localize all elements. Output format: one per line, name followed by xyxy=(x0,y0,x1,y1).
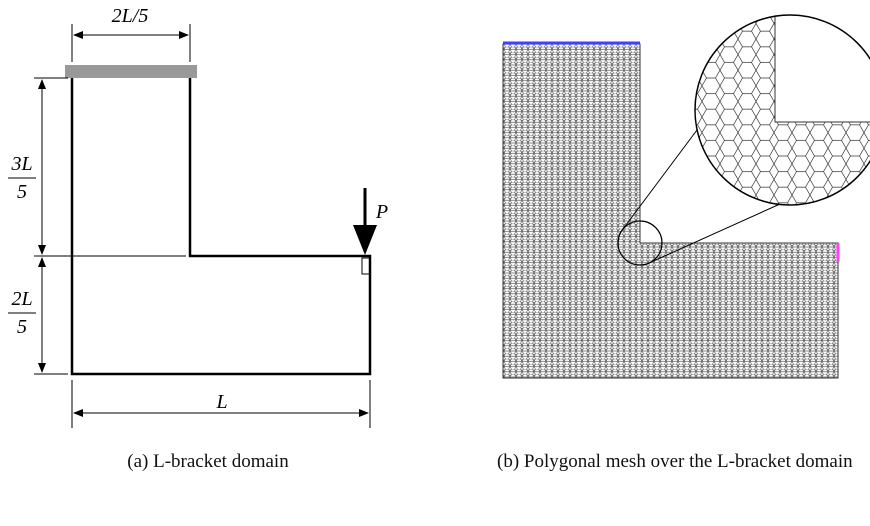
dim-label: L xyxy=(215,391,227,413)
support xyxy=(65,65,197,78)
caption: (a) L-bracket domain xyxy=(0,448,416,475)
figure: 2L/5 3L 5 2L 5 L P xyxy=(0,0,870,440)
dim-label: 3L xyxy=(10,153,32,175)
polygonal-mesh xyxy=(503,0,870,378)
load-label: P xyxy=(375,201,388,223)
dim-label: 2L/5 xyxy=(112,5,149,27)
outline xyxy=(72,78,370,374)
zoom-detail xyxy=(695,0,870,205)
dim-label: 5 xyxy=(17,316,27,338)
dim-label: 2L xyxy=(11,288,32,310)
page: 2L/5 3L 5 2L 5 L P (a) L-bracket domain … xyxy=(0,0,870,526)
l-bracket-domain xyxy=(8,24,370,428)
dim-label: 5 xyxy=(17,181,27,203)
caption: (b) Polygonal mesh over the L-bracket do… xyxy=(497,448,870,475)
